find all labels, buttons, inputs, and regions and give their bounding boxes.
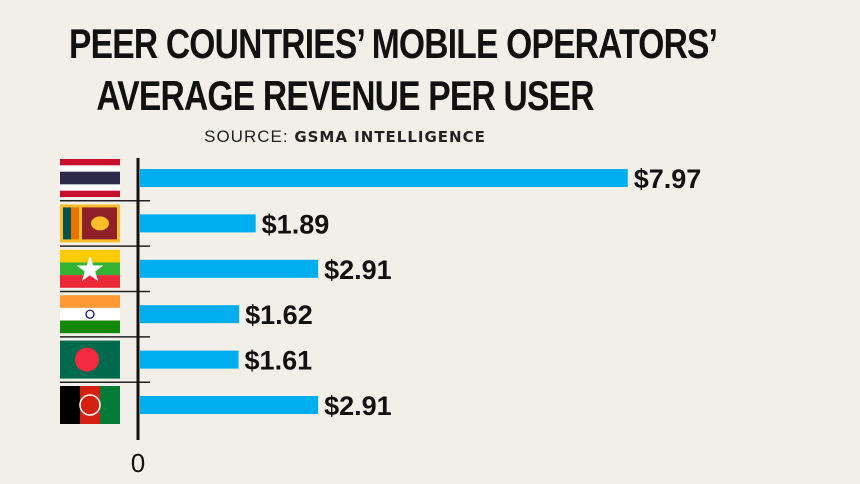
x-tick-0: 0 [131,448,145,478]
flag-sri-lanka-icon [60,204,120,243]
flag-afghanistan-icon [60,386,120,424]
bar-india [140,305,240,324]
flag-bangladesh-icon [60,340,120,379]
value-label: $1.62 [245,300,313,330]
value-label: $7.97 [634,164,702,194]
value-label: $2.91 [324,391,392,421]
bar-sri-lanka [140,214,256,233]
bar-bangladesh [140,350,239,369]
source-note: SOURCE: GSMA INTELLIGENCE [0,127,690,147]
bar-myanmar [140,259,319,278]
flag-thailand-icon [60,159,120,197]
value-label: $1.61 [245,346,313,376]
bar-afghanistan [140,396,319,414]
chart-title-line1: PEER COUNTRIES’ MOBILE OPERATORS’ [69,20,718,67]
value-label: $2.91 [324,255,392,285]
value-label: $1.89 [262,209,330,239]
flag-india-icon [60,295,120,334]
bar-thailand [140,169,628,187]
source-prefix: SOURCE: [204,127,289,146]
source-name: GSMA INTELLIGENCE [294,128,486,146]
chart-title-line2: AVERAGE REVENUE PER USER [96,72,594,119]
flag-myanmar-icon [60,249,120,288]
